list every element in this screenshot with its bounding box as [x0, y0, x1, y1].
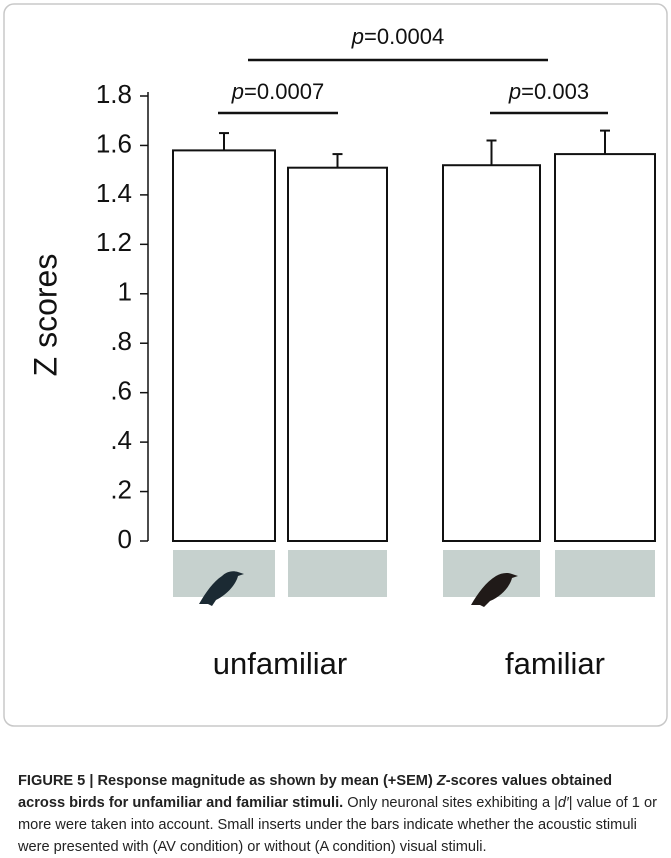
y-axis-label: Z scores [27, 254, 63, 377]
stimulus-insert [288, 550, 387, 597]
group-label: familiar [505, 646, 605, 681]
bar [555, 154, 655, 541]
y-tick-label: .8 [110, 326, 132, 356]
bar [443, 165, 540, 541]
bar [173, 150, 275, 541]
p-value: =0.003 [521, 79, 589, 104]
y-tick-label: .2 [110, 474, 132, 504]
y-tick-label: 1.4 [96, 178, 132, 208]
significance-label: p=0.003 [508, 79, 589, 104]
p-symbol: p [351, 24, 364, 49]
caption-text: d′ [558, 795, 569, 811]
significance-label: p=0.0004 [351, 24, 444, 49]
caption-text: Only neuronal sites exhibiting a | [343, 795, 558, 811]
y-tick-label: 1.2 [96, 227, 132, 257]
y-tick-label: 1.8 [96, 79, 132, 109]
caption-text: Z [437, 773, 446, 789]
page: Z scores 0 .2 .4 .6 .8 1 1.2 1.4 1.6 1.8 unfamilia… [0, 0, 671, 847]
group-label: unfamiliar [213, 646, 347, 681]
bar [288, 168, 387, 541]
stimulus-insert [555, 550, 655, 597]
y-tick-label: 1.6 [96, 128, 132, 158]
caption: FIGURE 5 | Response magnitude as shown b… [18, 770, 658, 858]
p-symbol: p [508, 79, 521, 104]
chart: Z scores 0 .2 .4 .6 .8 1 1.2 1.4 1.6 1.8 unfamilia… [0, 0, 671, 847]
p-value: =0.0007 [244, 79, 324, 104]
y-tick-label: 0 [118, 524, 132, 554]
caption-text: FIGURE 5 | Response magnitude as shown b… [18, 773, 437, 789]
y-tick-label: .6 [110, 376, 132, 406]
p-value: =0.0004 [364, 24, 444, 49]
significance-label: p=0.0007 [231, 79, 324, 104]
p-symbol: p [231, 79, 244, 104]
y-tick-label: .4 [110, 425, 132, 455]
y-tick-label: 1 [118, 277, 132, 307]
